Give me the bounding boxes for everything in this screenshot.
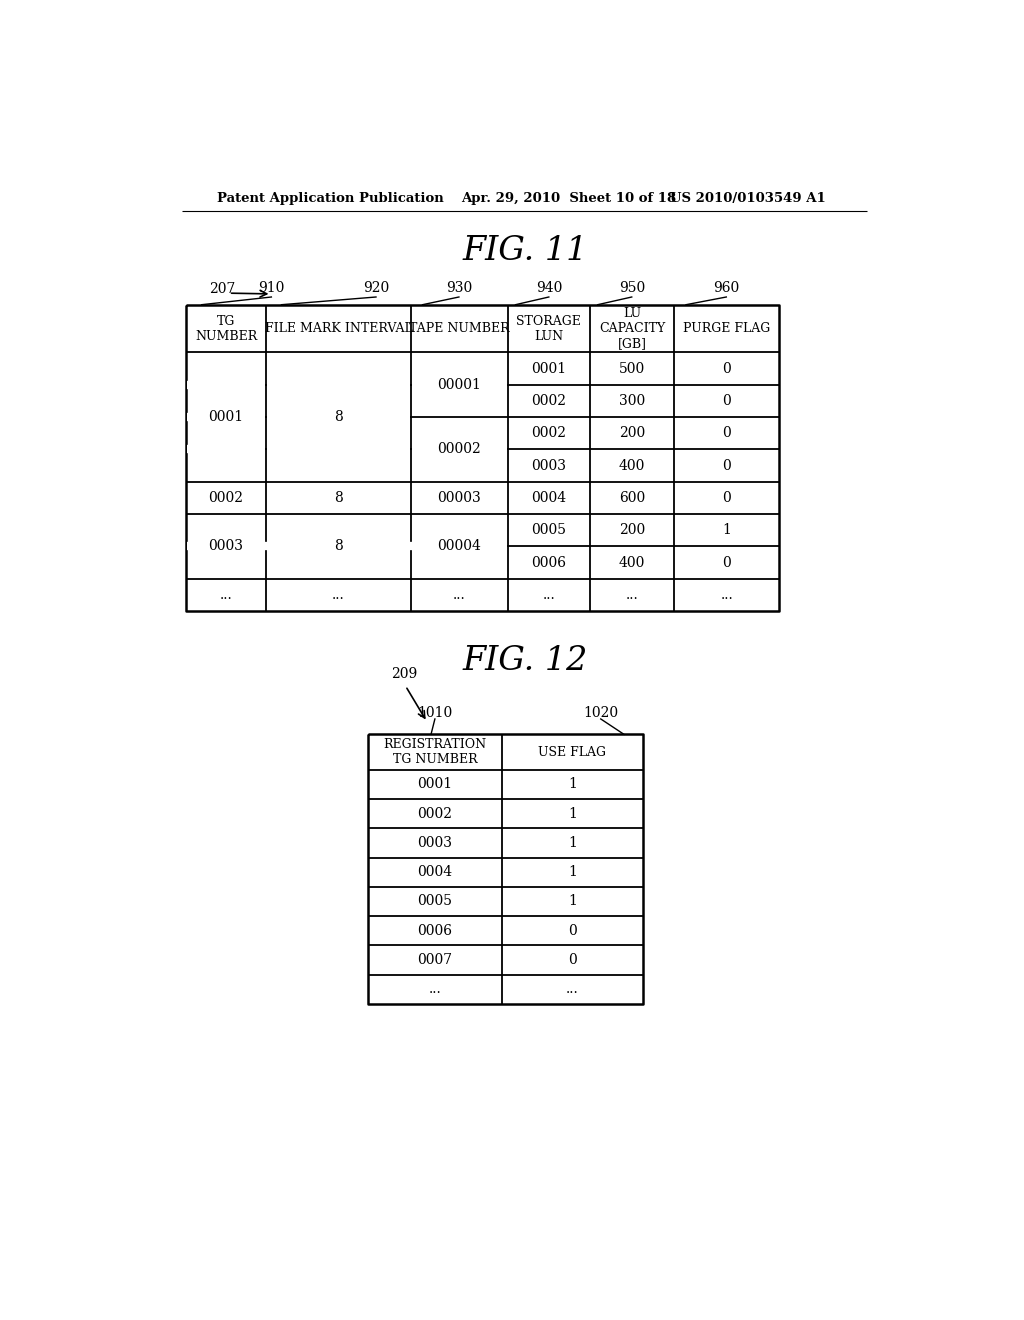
- Text: 950: 950: [618, 281, 645, 294]
- Text: 207: 207: [209, 282, 236, 296]
- Text: 0: 0: [568, 953, 577, 968]
- Text: 0004: 0004: [418, 865, 453, 879]
- Text: 0001: 0001: [531, 362, 566, 376]
- Text: FILE MARK INTERVAL: FILE MARK INTERVAL: [264, 322, 413, 335]
- Text: 0002: 0002: [209, 491, 244, 506]
- Text: ...: ...: [220, 587, 232, 602]
- Text: LU
CAPACITY
[GB]: LU CAPACITY [GB]: [599, 308, 666, 350]
- Text: 00003: 00003: [437, 491, 481, 506]
- Text: TAPE NUMBER: TAPE NUMBER: [409, 322, 510, 335]
- Text: 1: 1: [568, 895, 577, 908]
- Text: Patent Application Publication: Patent Application Publication: [217, 191, 443, 205]
- Text: 0002: 0002: [531, 426, 566, 441]
- Text: STORAGE
LUN: STORAGE LUN: [516, 314, 582, 343]
- Text: 0006: 0006: [531, 556, 566, 570]
- Text: 209: 209: [391, 668, 418, 681]
- Text: 0: 0: [722, 426, 731, 441]
- Text: ...: ...: [626, 587, 639, 602]
- Text: 0: 0: [722, 491, 731, 506]
- Text: FIG. 12: FIG. 12: [462, 645, 588, 677]
- Text: 400: 400: [618, 458, 645, 473]
- Text: 0: 0: [722, 458, 731, 473]
- Text: REGISTRATION
TG NUMBER: REGISTRATION TG NUMBER: [383, 738, 486, 766]
- Text: 0003: 0003: [418, 836, 453, 850]
- Text: 1: 1: [568, 865, 577, 879]
- Text: 0: 0: [722, 393, 731, 408]
- Text: 0005: 0005: [418, 895, 453, 908]
- Text: 1010: 1010: [417, 706, 453, 719]
- Text: 0005: 0005: [531, 523, 566, 537]
- Text: Apr. 29, 2010  Sheet 10 of 18: Apr. 29, 2010 Sheet 10 of 18: [461, 191, 677, 205]
- Text: PURGE FLAG: PURGE FLAG: [683, 322, 770, 335]
- Text: 8: 8: [334, 540, 343, 553]
- Text: 600: 600: [620, 491, 645, 506]
- Text: 0002: 0002: [418, 807, 453, 821]
- Text: 00001: 00001: [437, 378, 481, 392]
- Text: US 2010/0103549 A1: US 2010/0103549 A1: [671, 191, 826, 205]
- Text: ...: ...: [332, 587, 345, 602]
- Text: 0003: 0003: [209, 540, 244, 553]
- Text: ...: ...: [428, 982, 441, 997]
- Text: 0: 0: [722, 556, 731, 570]
- Text: 8: 8: [334, 491, 343, 506]
- Text: 0007: 0007: [418, 953, 453, 968]
- Text: ...: ...: [566, 982, 579, 997]
- Text: 0: 0: [568, 924, 577, 937]
- Text: 910: 910: [258, 281, 285, 294]
- Text: 0001: 0001: [418, 777, 453, 792]
- Text: 930: 930: [445, 281, 472, 294]
- Text: TG
NUMBER: TG NUMBER: [195, 314, 257, 343]
- Text: 1: 1: [568, 836, 577, 850]
- Text: 8: 8: [334, 411, 343, 424]
- Text: 500: 500: [620, 362, 645, 376]
- Text: 920: 920: [362, 281, 389, 294]
- Text: 00004: 00004: [437, 540, 481, 553]
- Text: 1: 1: [568, 777, 577, 792]
- Text: 1: 1: [568, 807, 577, 821]
- Text: 0006: 0006: [418, 924, 453, 937]
- Text: 960: 960: [713, 281, 739, 294]
- Text: 200: 200: [620, 426, 645, 441]
- Text: 0002: 0002: [531, 393, 566, 408]
- Text: 0: 0: [722, 362, 731, 376]
- Text: 940: 940: [536, 281, 562, 294]
- Text: FIG. 11: FIG. 11: [462, 235, 588, 267]
- Text: 0004: 0004: [531, 491, 566, 506]
- Text: ...: ...: [720, 587, 733, 602]
- Text: 1: 1: [722, 523, 731, 537]
- Text: 00002: 00002: [437, 442, 481, 457]
- Text: ...: ...: [453, 587, 466, 602]
- Text: 400: 400: [618, 556, 645, 570]
- Text: 200: 200: [620, 523, 645, 537]
- Text: USE FLAG: USE FLAG: [539, 746, 606, 759]
- Text: ...: ...: [543, 587, 555, 602]
- Text: 0001: 0001: [209, 411, 244, 424]
- Text: 1020: 1020: [584, 706, 618, 719]
- Text: 0003: 0003: [531, 458, 566, 473]
- Text: 300: 300: [620, 393, 645, 408]
